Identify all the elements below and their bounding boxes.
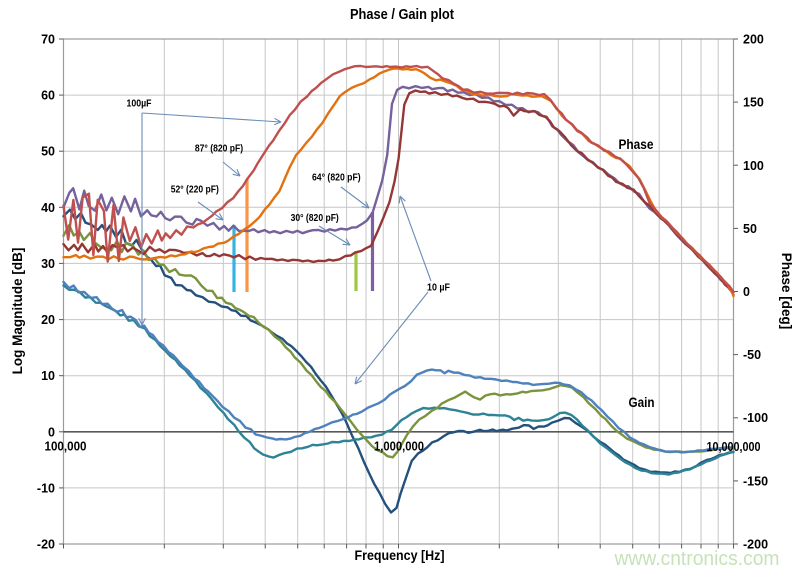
svg-text:-50: -50 [743,348,761,362]
svg-text:200: 200 [743,33,764,47]
svg-text:50: 50 [743,222,757,236]
svg-text:52° (220 pF): 52° (220 pF) [171,184,219,196]
svg-text:Phase / Gain plot: Phase / Gain plot [350,7,454,23]
svg-text:10,000,000: 10,000,000 [707,440,761,454]
svg-text:Gain: Gain [629,395,655,410]
svg-text:0: 0 [48,425,55,439]
svg-text:64° (820 pF): 64° (820 pF) [312,171,361,183]
svg-text:10: 10 [41,369,55,383]
svg-text:1,000,000: 1,000,000 [374,440,424,454]
svg-text:20: 20 [41,313,55,327]
svg-text:87° (820 pF): 87° (820 pF) [195,143,243,155]
svg-text:-20: -20 [37,538,55,552]
svg-text:30° (820 pF): 30° (820 pF) [291,212,339,224]
svg-text:100µF: 100µF [127,98,152,110]
svg-text:Log Magnitude [dB]: Log Magnitude [dB] [10,248,25,375]
svg-text:-200: -200 [743,538,768,552]
svg-text:150: 150 [743,96,764,110]
svg-text:-10: -10 [37,481,55,495]
svg-text:Phase: Phase [619,137,654,152]
svg-text:100,000: 100,000 [45,440,87,454]
svg-text:-100: -100 [743,411,768,425]
svg-text:30: 30 [41,257,55,271]
svg-text:0: 0 [743,285,750,299]
svg-text:Phase [deg]: Phase [deg] [779,253,794,330]
svg-text:Frequency [Hz]: Frequency [Hz] [355,548,445,563]
svg-text:10 µF: 10 µF [427,282,450,294]
svg-text:-150: -150 [743,474,768,488]
svg-text:40: 40 [41,201,55,215]
svg-text:70: 70 [41,33,55,47]
svg-text:www.cntronics.com: www.cntronics.com [614,548,780,570]
svg-text:60: 60 [41,89,55,103]
svg-text:50: 50 [41,145,55,159]
svg-text:100: 100 [743,159,764,173]
